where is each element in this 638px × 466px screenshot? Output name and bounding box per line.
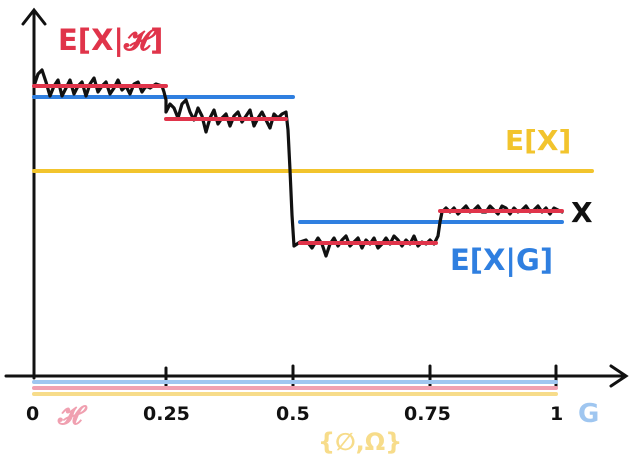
tick-label-0: 0 (26, 403, 39, 425)
expectation-label: E[X] (505, 124, 571, 157)
tick-label-025: 0.25 (143, 403, 190, 425)
sigma-g-label: G (578, 399, 599, 429)
cond-expectation-g (32, 95, 564, 224)
x-axis-arrowhead (609, 364, 629, 388)
cond-expectation-h (32, 84, 564, 245)
tick-label-05: 0.5 (276, 403, 310, 425)
tick-marks (164, 364, 558, 390)
sigma-h-label: 𝓗 (57, 401, 88, 431)
axes (4, 7, 629, 388)
cond-expectation-g-label: E[X|G] (450, 243, 553, 277)
tick-label-1: 1 (550, 403, 563, 425)
y-axis-arrowhead (21, 7, 47, 26)
partition-bands (32, 380, 558, 396)
cond-expectation-h-label: E[X|𝓗] (58, 23, 163, 57)
tick-label-075: 0.75 (404, 403, 451, 425)
x-label: X (571, 196, 593, 229)
trivial-sigma-label: {∅,Ω} (318, 428, 402, 456)
